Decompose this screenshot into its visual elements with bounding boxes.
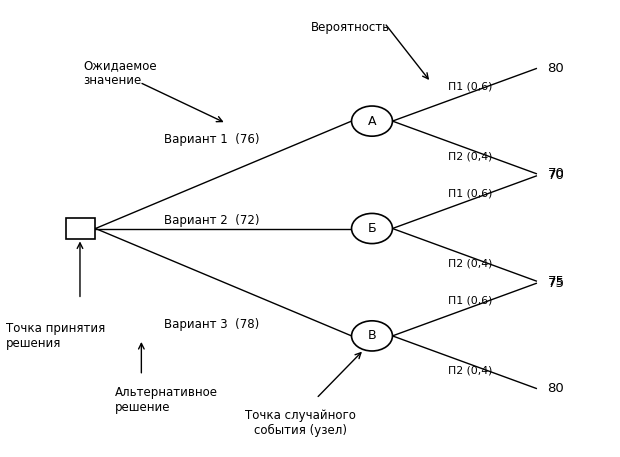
Text: 70: 70 xyxy=(547,170,564,182)
Text: А: А xyxy=(368,115,376,128)
Text: Вероятность: Вероятность xyxy=(311,21,390,33)
Text: 75: 75 xyxy=(547,275,564,287)
Circle shape xyxy=(352,321,392,351)
Text: 1: 1 xyxy=(77,222,84,235)
Text: Вариант 3  (78): Вариант 3 (78) xyxy=(164,318,260,331)
Text: 75: 75 xyxy=(547,277,564,290)
Text: Альтернативное
решение: Альтернативное решение xyxy=(115,386,218,414)
Text: П2 (0,4): П2 (0,4) xyxy=(448,259,493,268)
Text: 80: 80 xyxy=(547,382,564,395)
Text: П1 (0,6): П1 (0,6) xyxy=(448,189,493,199)
Text: П2 (0,4): П2 (0,4) xyxy=(448,366,493,376)
Text: В: В xyxy=(368,329,376,342)
Text: Б: Б xyxy=(368,222,376,235)
Text: П1 (0,6): П1 (0,6) xyxy=(448,296,493,306)
Text: Точка случайного
события (узел): Точка случайного события (узел) xyxy=(246,409,356,437)
FancyBboxPatch shape xyxy=(66,218,95,239)
Text: Точка принятия
решения: Точка принятия решения xyxy=(6,322,105,350)
Circle shape xyxy=(352,213,392,244)
Text: 70: 70 xyxy=(547,167,564,180)
Circle shape xyxy=(352,106,392,136)
Text: Ожидаемое
значение: Ожидаемое значение xyxy=(84,59,157,87)
Text: Вариант 2  (72): Вариант 2 (72) xyxy=(164,214,260,227)
Text: П2 (0,4): П2 (0,4) xyxy=(448,151,493,161)
Text: 80: 80 xyxy=(547,62,564,75)
Text: Вариант 1  (76): Вариант 1 (76) xyxy=(164,133,260,146)
Text: П1 (0,6): П1 (0,6) xyxy=(448,81,493,91)
